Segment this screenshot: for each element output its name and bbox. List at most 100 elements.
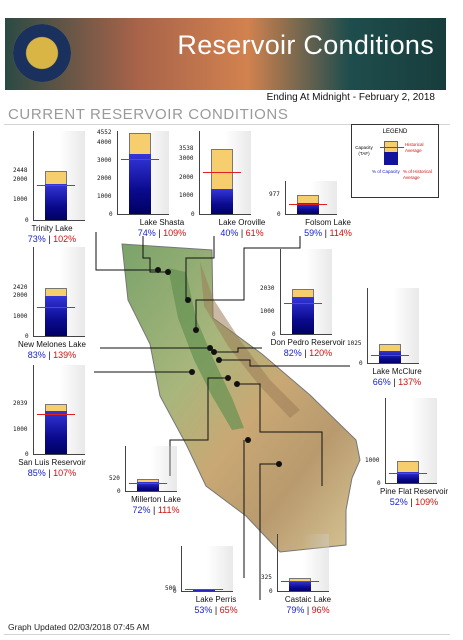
pct-of-capacity: 73% [27, 234, 46, 244]
historical-average-line [129, 483, 167, 485]
gauge-axis [285, 181, 286, 215]
pct-of-capacity: 52% [389, 497, 408, 507]
reservoir-name-sanluis: San Luis Reservoir [18, 458, 86, 467]
header-banner: Reservoir Conditions [5, 18, 446, 90]
gauge-tick-label: 2000 [13, 175, 28, 183]
reservoir-name-castaic: Castaic Lake [284, 595, 332, 604]
pct-of-historical-average: 65% [219, 605, 238, 615]
california-dwr-seal-icon [13, 24, 71, 82]
gauge-baseline [33, 336, 85, 337]
storage-bar [129, 154, 151, 215]
reservoir-gauge-mcclure [367, 288, 419, 364]
pct-separator: | [407, 497, 416, 507]
pct-separator: | [238, 228, 246, 238]
sierra-nevada [200, 262, 300, 418]
historical-average-line [37, 184, 75, 186]
pct-of-capacity: 83% [27, 350, 46, 360]
leader-line-donpedro [214, 347, 262, 353]
pct-separator: | [45, 234, 54, 244]
reservoir-percentages-newmelones: 83% | 139% [0, 350, 104, 360]
reservoir-name-perris: Lake Perris [195, 595, 237, 604]
gauge-baseline [280, 334, 332, 335]
reservoir-percentages-donpedro: 82% | 120% [256, 348, 360, 358]
reservoir-percentages-shasta: 74% | 109% [110, 228, 214, 238]
gauge-tick-label: 4552 [97, 128, 112, 136]
pct-separator: | [390, 377, 399, 387]
reservoir-gauge-sanluis [33, 365, 85, 455]
gauge-tick-label: 2030 [260, 284, 275, 292]
footer-divider [4, 634, 450, 635]
pct-of-historical-average: 109% [415, 497, 439, 507]
historical-average-line [389, 472, 427, 474]
gauge-tick-label: 1000 [179, 192, 194, 200]
reservoir-name-mcclure: Lake McClure [372, 367, 422, 376]
leader-line-folsom [195, 236, 301, 330]
pct-separator: | [45, 350, 54, 360]
reservoir-gauge-shasta [117, 131, 169, 215]
storage-bar [379, 350, 401, 364]
pct-of-capacity: 82% [283, 348, 302, 358]
leader-line-oroville [185, 236, 215, 300]
gauge-baseline [181, 591, 233, 592]
gauge-tick-label: 4000 [97, 138, 112, 146]
legend-historical-label: Historical Average [405, 142, 424, 153]
pct-of-capacity: 74% [137, 228, 156, 238]
gauge-tick-label: 0 [269, 588, 273, 595]
historical-average-line [37, 307, 75, 309]
pct-of-capacity: 59% [304, 228, 323, 238]
reservoir-name-shasta: Lake Shasta [139, 218, 185, 227]
reservoir-percentages-mcclure: 66% | 137% [345, 377, 449, 387]
reservoir-gauge-castaic [277, 534, 329, 592]
gauge-tick-label: 500 [165, 584, 176, 592]
reservoir-location-dot-folsom [193, 327, 199, 333]
reservoir-gauge-millerton [125, 446, 177, 492]
gauge-baseline [367, 363, 419, 364]
gauge-baseline [277, 591, 329, 592]
reservoir-name-oroville: Lake Oroville [218, 218, 266, 227]
gauge-axis [385, 398, 386, 484]
legend-capacity-label: Capacity (TAF) [355, 145, 373, 156]
reservoir-location-dot-shasta [165, 269, 171, 275]
gauge-tick-label: 0 [25, 333, 29, 340]
pct-separator: | [304, 605, 312, 615]
historical-average-line [371, 354, 409, 356]
leader-line-trinity [95, 232, 158, 271]
gauge-axis [277, 534, 278, 592]
gauge-baseline [33, 220, 85, 221]
historical-average-line [284, 303, 322, 305]
gauge-tick-label: 2448 [13, 166, 28, 174]
reservoir-name-newmelones: New Melones Lake [17, 340, 87, 349]
gauge-baseline [125, 491, 177, 492]
legend-storage-swatch [384, 152, 398, 165]
legend-box: LEGEND Capacity (TAF) Historical Average… [351, 124, 439, 198]
leader-line-pineflat [237, 383, 323, 486]
gauge-tick-label: 0 [117, 488, 121, 495]
pct-of-historical-average: 139% [53, 350, 77, 360]
storage-bar [289, 581, 311, 592]
pct-of-historical-average: 114% [329, 228, 352, 238]
date-subtitle: Ending At Midnight - February 2, 2018 [266, 92, 435, 103]
legend-pct-historical-label: % of Historical Average [403, 169, 432, 180]
pct-separator: | [212, 605, 220, 615]
historical-average-line [281, 580, 319, 582]
gauge-tick-label: 0 [25, 451, 29, 458]
reservoir-gauge-trinity [33, 131, 85, 221]
gauge-tick-label: 2000 [179, 173, 194, 181]
pct-of-historical-average: 137% [398, 377, 422, 387]
gauge-background [181, 546, 233, 592]
gauge-axis [33, 247, 34, 337]
gauge-tick-label: 3000 [179, 155, 194, 163]
gauge-tick-label: 2420 [13, 283, 28, 291]
reservoir-name-millerton: Millerton Lake [131, 495, 181, 504]
gauge-tick-label: 1000 [260, 308, 275, 316]
reservoir-location-dot-pineflat [234, 381, 240, 387]
gauge-tick-label: 0 [109, 211, 113, 218]
reservoir-gauge-pineflat [385, 398, 437, 484]
reservoir-gauge-donpedro [280, 249, 332, 335]
gauge-tick-label: 0 [272, 331, 276, 338]
reservoir-name-pineflat: Pine Flat Reservoir [379, 487, 449, 496]
gauge-baseline [199, 214, 251, 215]
gauge-tick-label: 1000 [13, 196, 28, 204]
reservoir-location-dot-mcclure [216, 357, 222, 363]
